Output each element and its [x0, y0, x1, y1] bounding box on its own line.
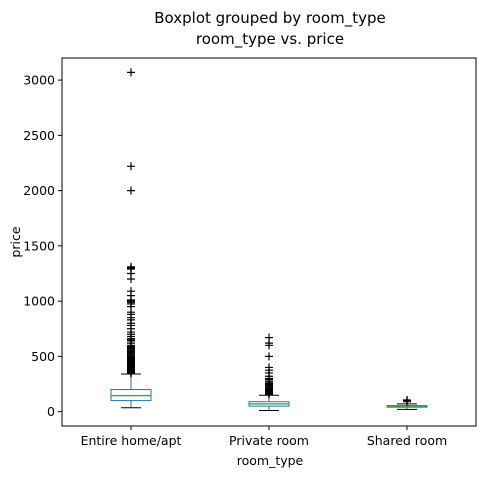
y-tick-label: 2000: [23, 183, 55, 198]
flier-point: [265, 333, 273, 342]
y-tick-label: 3000: [23, 73, 55, 88]
y-axis: 0 500 1000 1500 2000 2500 3000: [23, 73, 62, 419]
x-tick-label: Shared room: [367, 433, 447, 448]
flier-point: [127, 186, 135, 195]
x-axis: Entire home/apt Private room Shared room: [81, 426, 447, 448]
y-axis-label: price: [8, 226, 23, 257]
y-tick-label: 1500: [23, 238, 55, 253]
chart-title: Boxplot grouped by room_type: [154, 9, 385, 28]
box-group: [248, 333, 290, 412]
flier-point: [127, 287, 135, 296]
y-tick-label: 2500: [23, 128, 55, 143]
boxes-layer: [110, 68, 428, 412]
y-tick-label: 500: [31, 349, 55, 364]
y-tick-label: 0: [47, 404, 55, 419]
flier-point: [403, 396, 411, 405]
box-group: [110, 68, 152, 409]
flier-point: [127, 68, 135, 77]
y-tick-label: 1000: [23, 294, 55, 309]
flier-point: [265, 352, 273, 361]
flier-point: [127, 262, 135, 271]
flier-point: [265, 363, 273, 372]
x-axis-label: room_type: [237, 453, 304, 468]
x-tick-label: Entire home/apt: [81, 433, 182, 448]
box-group: [386, 396, 428, 410]
chart-subtitle: room_type vs. price: [196, 30, 344, 49]
x-tick-label: Private room: [229, 433, 309, 448]
flier-point: [127, 162, 135, 171]
